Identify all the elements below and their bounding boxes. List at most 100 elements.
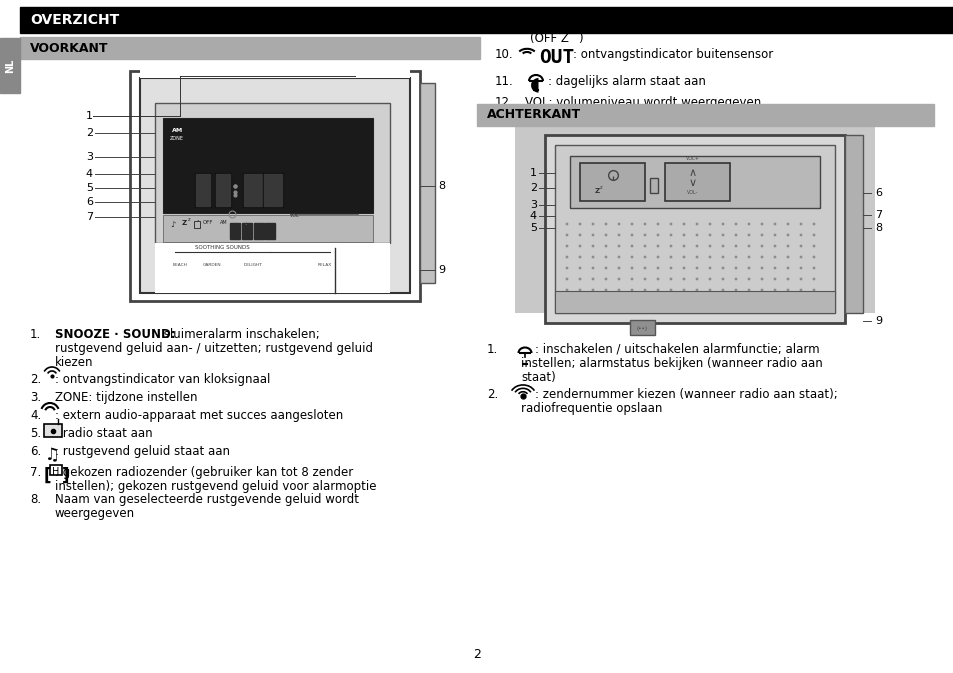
Bar — [0, 38, 20, 93]
Bar — [253, 223, 264, 239]
Text: DELIGHT: DELIGHT — [243, 263, 262, 267]
Text: ∨: ∨ — [688, 178, 697, 188]
Bar — [544, 135, 844, 323]
Text: : ontvangstindicator van kloksignaal: : ontvangstindicator van kloksignaal — [55, 373, 270, 386]
Text: ∧: ∧ — [688, 168, 697, 178]
Text: staat): staat) — [520, 371, 556, 384]
Bar — [579, 163, 644, 201]
Text: [: [ — [44, 467, 51, 485]
Text: 1.: 1. — [486, 343, 497, 356]
Text: 3.: 3. — [30, 391, 41, 404]
Text: 8.: 8. — [30, 493, 41, 506]
Bar — [215, 174, 230, 206]
Bar — [230, 223, 240, 239]
Text: ACHTERKANT: ACHTERKANT — [486, 108, 580, 122]
Text: 8: 8 — [874, 223, 882, 233]
Text: AM: AM — [172, 128, 183, 133]
Bar — [154, 243, 390, 293]
Text: : dagelijks alarm staat aan: : dagelijks alarm staat aan — [547, 75, 705, 88]
Text: VOL: volumeniveau wordt weergegeven: VOL: volumeniveau wordt weergegeven — [524, 96, 760, 109]
Text: 11.: 11. — [495, 75, 514, 88]
Text: RELAX: RELAX — [317, 263, 332, 267]
Bar — [244, 174, 262, 206]
Text: 7: 7 — [874, 210, 882, 220]
Bar — [50, 465, 62, 475]
Text: kiezen: kiezen — [55, 356, 93, 369]
Bar — [476, 104, 933, 126]
Text: ♪: ♪ — [170, 220, 175, 229]
Text: Z: Z — [182, 220, 187, 226]
Text: ♫: ♫ — [45, 446, 60, 464]
Text: 9: 9 — [437, 265, 445, 275]
Text: z: z — [599, 185, 602, 190]
Text: : zendernummer kiezen (wanneer radio aan staat);: : zendernummer kiezen (wanneer radio aan… — [535, 388, 837, 401]
Bar — [555, 145, 834, 313]
Text: 6.: 6. — [30, 445, 41, 458]
Text: 7: 7 — [86, 212, 92, 222]
Text: ): ) — [578, 32, 582, 45]
Text: weergegeven: weergegeven — [55, 507, 135, 520]
Text: VOORKANT: VOORKANT — [30, 42, 109, 55]
Text: 2.: 2. — [486, 388, 497, 401]
Text: OFF Z: OFF Z — [530, 18, 563, 31]
Text: 10.: 10. — [495, 48, 513, 61]
Text: 5.: 5. — [30, 427, 41, 440]
Text: (OFF Z: (OFF Z — [530, 32, 568, 45]
Text: SOOTHING SOUNDS: SOOTHING SOUNDS — [194, 245, 249, 250]
Bar — [264, 174, 282, 206]
Text: AM: AM — [220, 220, 228, 225]
Bar — [214, 173, 231, 207]
Bar — [265, 223, 274, 239]
Text: 7.: 7. — [30, 466, 41, 479]
Text: 5: 5 — [86, 183, 92, 193]
Bar — [130, 71, 419, 301]
Text: : gekozen radiozender (gebruiker kan tot 8 zender: : gekozen radiozender (gebruiker kan tot… — [55, 466, 353, 479]
Text: 1: 1 — [530, 168, 537, 178]
Bar — [515, 105, 874, 313]
Text: ) / uitgeschakeld: ) / uitgeschakeld — [740, 18, 839, 31]
Bar — [20, 37, 479, 59]
Bar — [163, 118, 373, 213]
Text: z: z — [567, 13, 572, 22]
Bar — [194, 173, 211, 207]
Text: (••): (••) — [636, 326, 647, 331]
Bar — [154, 103, 390, 243]
Text: 2: 2 — [572, 27, 577, 36]
Text: ]: ] — [62, 467, 70, 485]
Text: Naam van geselecteerde rustgevende geluid wordt: Naam van geselecteerde rustgevende gelui… — [55, 493, 358, 506]
Text: H: H — [52, 467, 60, 477]
Bar — [193, 221, 200, 228]
Text: 9: 9 — [874, 316, 882, 326]
Text: ◖: ◖ — [530, 74, 539, 93]
Text: BEACH: BEACH — [172, 263, 187, 267]
Text: instellen; alarmstatus bekijken (wanneer radio aan: instellen; alarmstatus bekijken (wanneer… — [520, 357, 821, 370]
Text: Z: Z — [595, 188, 599, 194]
Text: 2: 2 — [734, 13, 739, 22]
Bar — [664, 163, 729, 201]
Text: 4: 4 — [529, 211, 537, 221]
Text: VOL+: VOL+ — [685, 156, 700, 161]
Text: 2: 2 — [529, 183, 537, 193]
Text: NL: NL — [5, 59, 15, 73]
Text: SNOOZE · SOUND:: SNOOZE · SOUND: — [55, 328, 175, 341]
Text: z: z — [188, 217, 191, 222]
Text: •: • — [195, 220, 198, 224]
Bar — [844, 135, 862, 313]
Text: rustgevend geluid aan- / uitzetten; rustgevend geluid: rustgevend geluid aan- / uitzetten; rust… — [55, 342, 373, 355]
Text: 6: 6 — [86, 197, 92, 207]
Bar — [649, 178, 658, 193]
Text: radiofrequentie opslaan: radiofrequentie opslaan — [520, 402, 661, 415]
Text: 2: 2 — [86, 128, 92, 138]
Bar — [419, 83, 435, 283]
Text: 8: 8 — [437, 181, 445, 191]
Text: 9.: 9. — [495, 18, 506, 31]
Text: 5: 5 — [530, 223, 537, 233]
Text: 3: 3 — [86, 152, 92, 162]
Text: : ontvangstindicator buitensensor: : ontvangstindicator buitensensor — [573, 48, 773, 61]
Text: OUT: OUT — [538, 48, 574, 67]
Bar — [140, 78, 410, 293]
Text: OVERZICHT: OVERZICHT — [30, 13, 119, 27]
Text: 6: 6 — [874, 188, 882, 198]
Text: :: : — [244, 220, 246, 226]
Text: slaapfunctie ingeschakeld (Z: slaapfunctie ingeschakeld (Z — [574, 18, 747, 31]
